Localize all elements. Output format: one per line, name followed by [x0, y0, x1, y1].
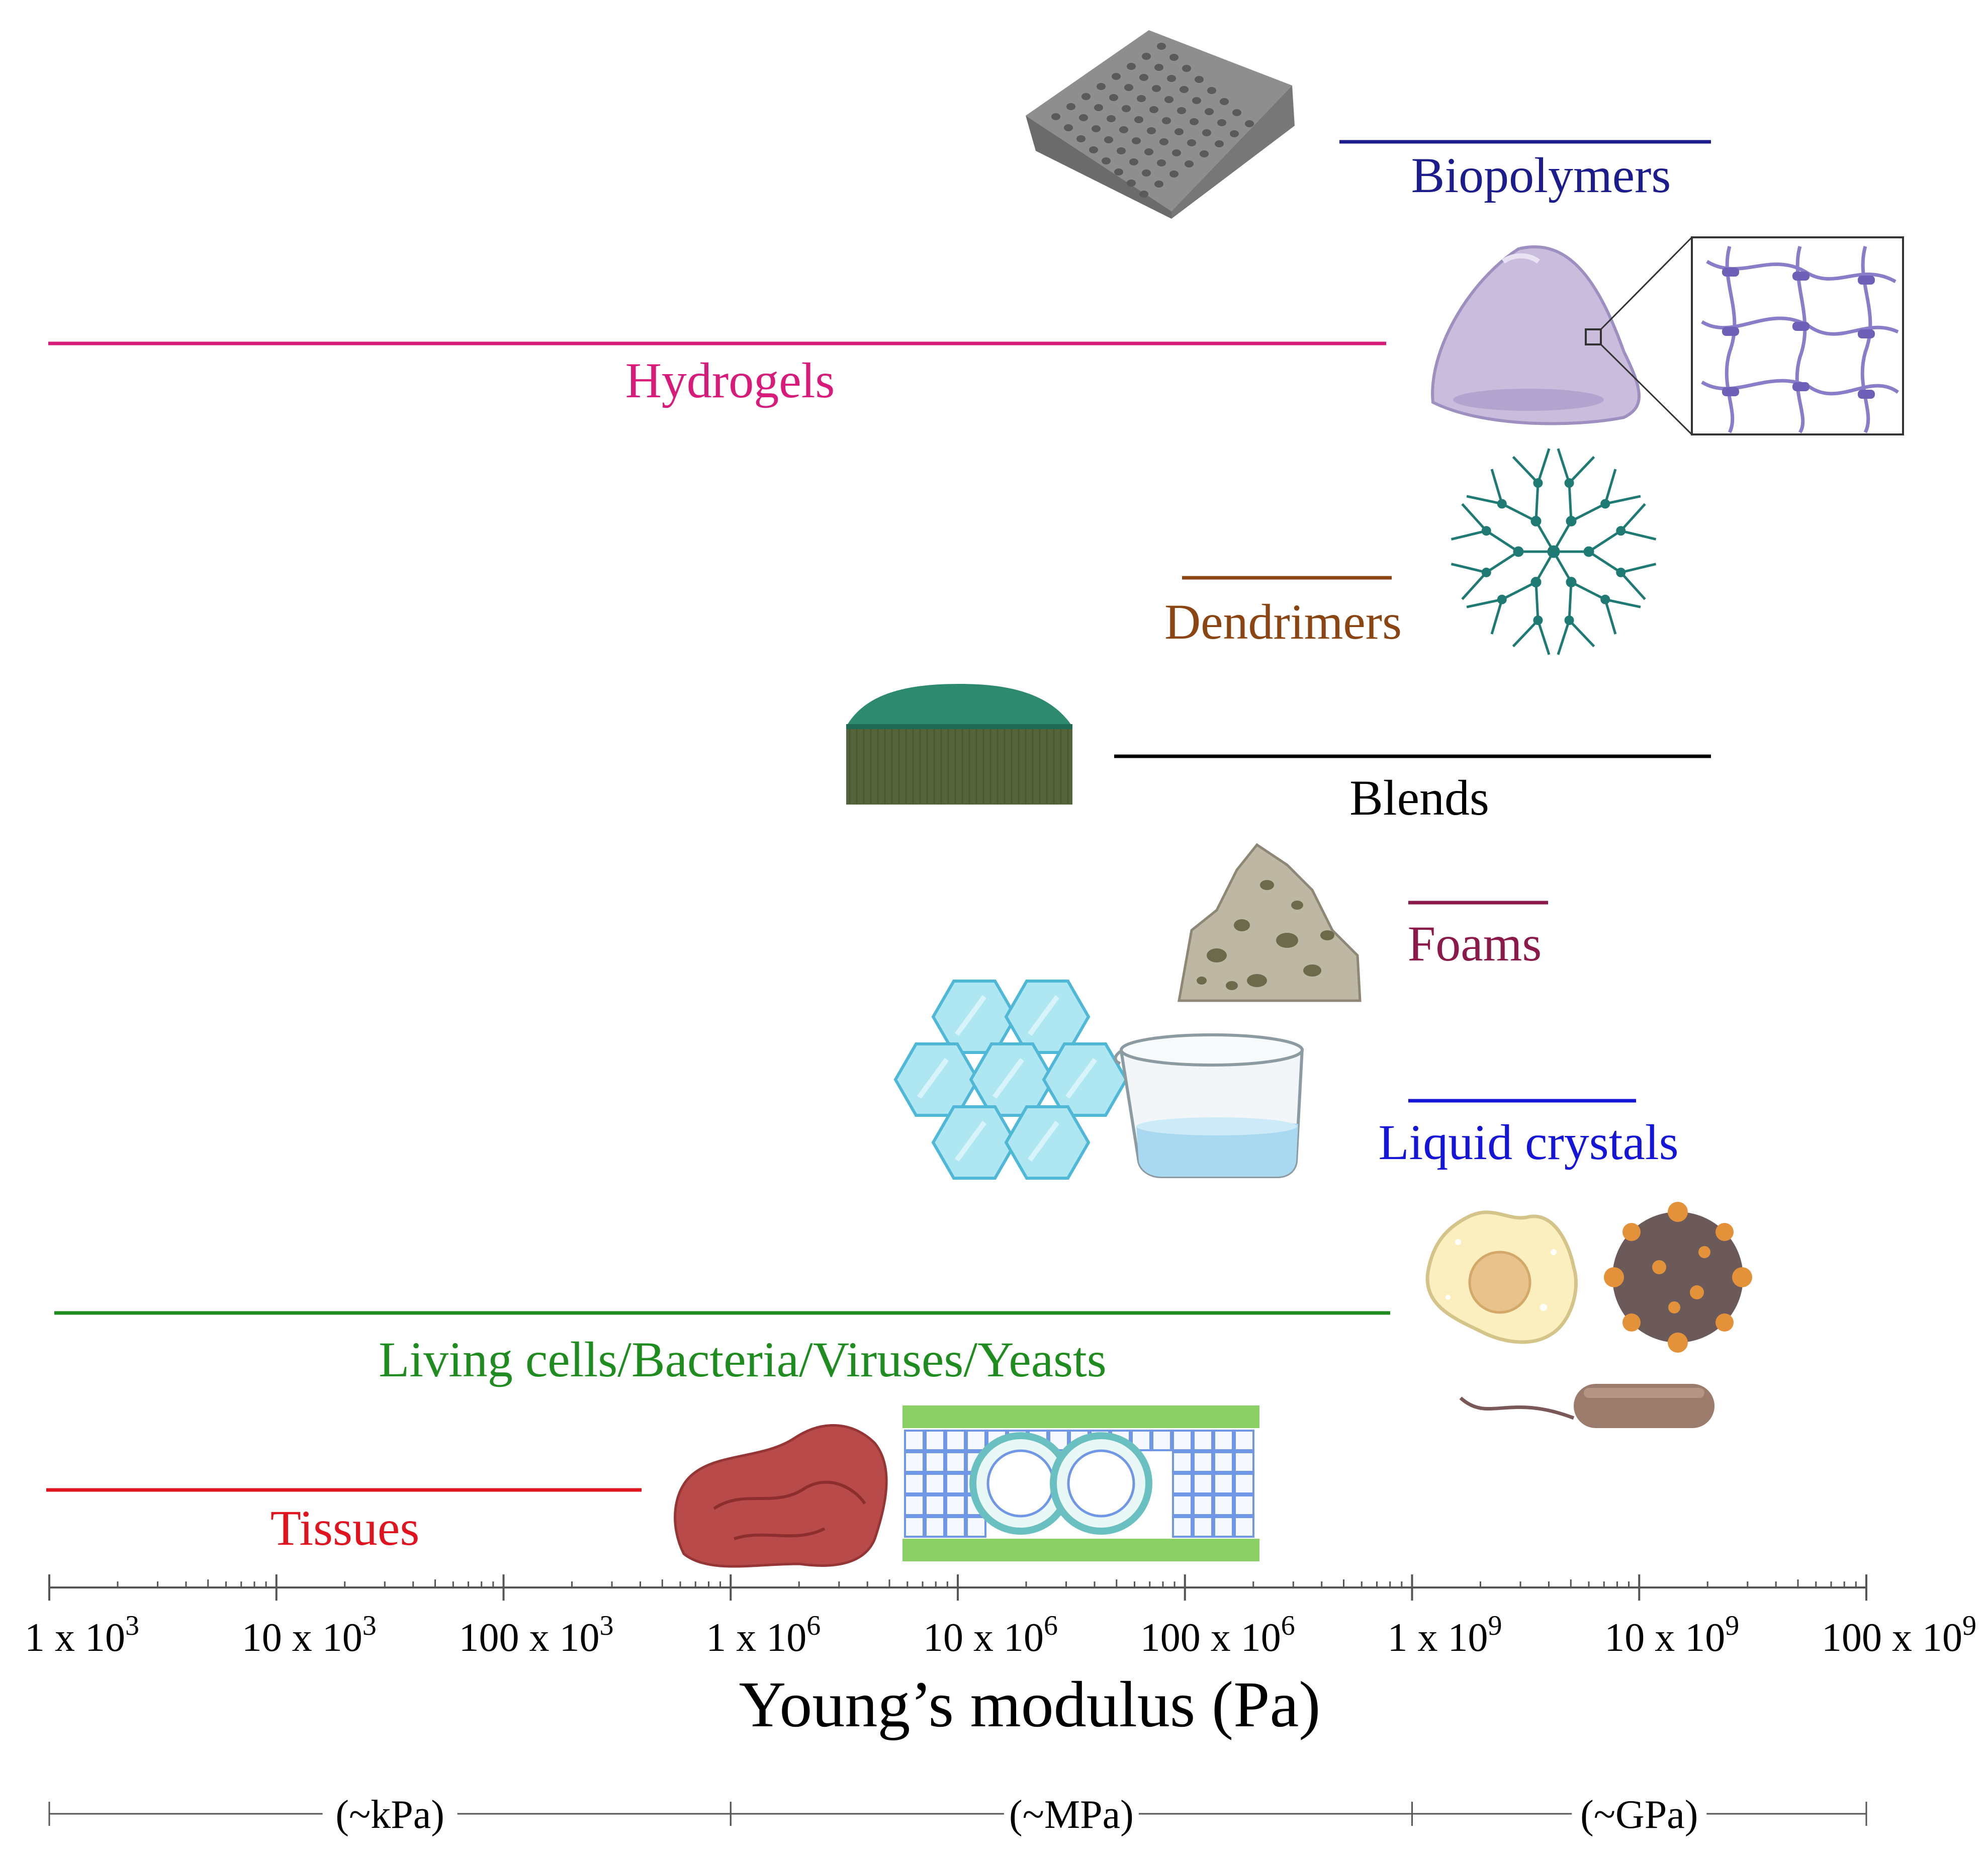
range-label-living-cells: Living cells/Bacteria/Viruses/Yeasts — [379, 1332, 1106, 1387]
bacterium-icon — [1459, 1384, 1714, 1428]
range-living-cells: Living cells/Bacteria/Viruses/Yeasts — [54, 1311, 1390, 1387]
tick-label: 10 x 109 — [1604, 1610, 1739, 1660]
range-label-liquid-crystals: Liquid crystals — [1378, 1114, 1678, 1170]
blend-disc-icon — [846, 684, 1072, 805]
tick-label: 1 x 106 — [706, 1610, 821, 1660]
range-label-tissues: Tissues — [270, 1500, 419, 1556]
x-axis-title: Young’s modulus (Pa) — [739, 1668, 1321, 1741]
dendrimer-icon — [1451, 448, 1657, 655]
tick-label: 100 x 106 — [1140, 1610, 1295, 1660]
tick-label: 100 x 103 — [459, 1610, 614, 1660]
plant-tissue-section-icon — [902, 1405, 1259, 1561]
yeast-cell-icon — [1425, 1210, 1578, 1344]
minor-ticks — [117, 1579, 1857, 1588]
range-label-biopolymers: Biopolymers — [1411, 147, 1671, 203]
range-label-dendrimers: Dendrimers — [1164, 594, 1402, 650]
tissue-lump-icon — [674, 1424, 888, 1568]
range-biopolymers: Biopolymers — [1339, 140, 1711, 203]
major-ticks — [48, 1574, 1867, 1601]
tick-label: 10 x 106 — [923, 1610, 1058, 1660]
x-axis: 1 x 103 10 x 103 100 x 103 1 x 106 10 x 106 1… — [25, 1574, 1976, 1741]
range-label-foams: Foams — [1408, 916, 1542, 972]
range-label-hydrogels: Hydrogels — [625, 352, 835, 408]
band-label: (~kPa) — [335, 1793, 444, 1837]
tick-label: 1 x 109 — [1388, 1610, 1502, 1660]
range-label-blends: Blends — [1349, 770, 1489, 826]
band-label: (~MPa) — [1009, 1793, 1134, 1837]
tick-label: 1 x 103 — [25, 1610, 139, 1660]
band-label: (~GPa) — [1580, 1793, 1698, 1837]
range-foams: Foams — [1408, 901, 1548, 972]
range-liquid-crystals: Liquid crystals — [1378, 1099, 1679, 1170]
tick-label: 10 x 103 — [242, 1610, 377, 1660]
range-blends: Blends — [1114, 754, 1711, 826]
beaker-icon — [1114, 1033, 1304, 1178]
range-dendrimers: Dendrimers — [1164, 576, 1402, 650]
range-hydrogels: Hydrogels — [48, 341, 1386, 408]
foam-rock-icon — [1178, 843, 1362, 1002]
virus-icon — [1604, 1202, 1752, 1353]
hexagon-crystal-icon — [893, 980, 1128, 1180]
polymer-network-inset-icon — [1691, 236, 1904, 435]
porous-scaffold-icon — [1026, 30, 1295, 219]
hydrogel-dome-icon — [1431, 236, 1693, 435]
range-tissues: Tissues — [46, 1488, 642, 1556]
tick-labels: 1 x 103 10 x 103 100 x 103 1 x 106 10 x 106 1… — [25, 1610, 1976, 1660]
scale-bands: (~kPa) (~MPa) (~GPa) — [48, 1793, 1867, 1837]
tick-label: 100 x 109 — [1822, 1610, 1976, 1660]
